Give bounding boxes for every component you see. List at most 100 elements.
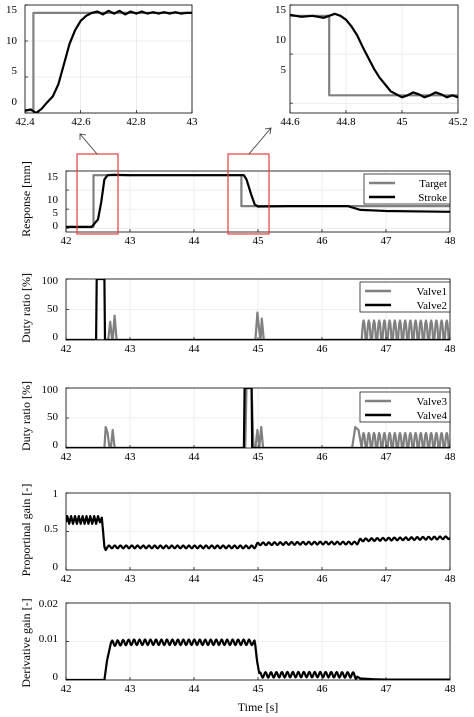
duty34-tick-x-0: 42 bbox=[61, 451, 72, 463]
zoom-arrow-1-head bbox=[79, 133, 87, 140]
response-tick-x-2: 44 bbox=[189, 235, 201, 247]
duty12-legend bbox=[359, 281, 451, 313]
response-tick-x-0: 42 bbox=[61, 235, 72, 247]
kp-tick-x-3: 45 bbox=[253, 573, 265, 585]
zoom2-tick-y-0: 5 bbox=[281, 64, 287, 76]
zoom1-plot-area bbox=[25, 5, 192, 113]
kp-ylabel: Proportinal gain [-] bbox=[19, 484, 33, 577]
kp-tick-x-1: 43 bbox=[125, 573, 137, 585]
duty34-tick-x-2: 44 bbox=[189, 451, 201, 463]
kp-plot bbox=[65, 492, 451, 571]
kp-tick-x-5: 47 bbox=[381, 573, 393, 585]
duty12-series-valve1 bbox=[66, 311, 450, 340]
duty12-tick-y-2: 100 bbox=[42, 275, 59, 287]
kd-panel: Derivative gain [-] 42 43 44 45 46 47 48… bbox=[19, 598, 456, 714]
zoom2-tick-x-0: 44.6 bbox=[280, 116, 300, 128]
response-tick-x-6: 48 bbox=[445, 235, 457, 247]
zoom2-plot bbox=[289, 4, 459, 114]
kd-tick-y-2: 0.02 bbox=[39, 598, 58, 610]
duty12-legend-valve1: Valve1 bbox=[416, 286, 447, 298]
response-tick-y-2: 10 bbox=[47, 194, 59, 206]
response-legend-stroke: Stroke bbox=[418, 192, 447, 204]
kd-tick-x-2: 44 bbox=[189, 683, 201, 695]
duty12-tick-y-1: 50 bbox=[47, 303, 59, 315]
duty34-tick-y-2: 100 bbox=[42, 384, 59, 396]
kd-ylabel: Derivative gain [-] bbox=[19, 598, 33, 687]
zoom1-tick-y-0: 0 bbox=[12, 96, 18, 108]
response-tick-x-3: 45 bbox=[253, 235, 265, 247]
zoom1-tick-y-1: 5 bbox=[12, 65, 18, 77]
zoom1-tick-x-2: 42.8 bbox=[126, 116, 146, 128]
kp-tick-x-6: 48 bbox=[445, 573, 457, 585]
duty34-tick-x-5: 47 bbox=[381, 451, 393, 463]
zoom-panel-2: 44.6 44.8 45 45.2 5 10 15 bbox=[275, 4, 468, 128]
zoom1-tick-x-3: 43 bbox=[187, 116, 199, 128]
response-series-stroke bbox=[66, 173, 450, 229]
zoom-box-2 bbox=[227, 153, 270, 235]
duty34-tick-x-1: 43 bbox=[125, 451, 137, 463]
duty34-series-valve3 bbox=[66, 388, 450, 448]
kd-tick-y-0: 0 bbox=[53, 671, 59, 683]
duty34-tick-y-0: 0 bbox=[53, 439, 59, 451]
kp-tick-y-0: 0 bbox=[53, 561, 59, 573]
duty34-ylabel: Duty ratio [%] bbox=[19, 381, 33, 451]
zoom-arrow-1 bbox=[79, 133, 98, 155]
duty34-tick-y-1: 50 bbox=[47, 411, 59, 423]
duty12-tick-x-6: 48 bbox=[445, 343, 457, 355]
kp-tick-x-0: 42 bbox=[61, 573, 72, 585]
response-legend bbox=[363, 173, 451, 205]
zoom1-series-1 bbox=[25, 9, 192, 113]
kd-tick-x-4: 46 bbox=[317, 683, 329, 695]
duty34-legend-valve3: Valve3 bbox=[416, 396, 447, 408]
response-ylabel: Response [mm] bbox=[19, 161, 33, 237]
response-tick-x-4: 46 bbox=[317, 235, 329, 247]
duty12-tick-x-5: 47 bbox=[381, 343, 393, 355]
zoom2-tick-x-1: 44.8 bbox=[336, 116, 356, 128]
response-legend-target: Target bbox=[419, 178, 447, 190]
zoom1-tick-x-1: 42.6 bbox=[71, 116, 91, 128]
zoom-arrow-2 bbox=[248, 127, 272, 155]
duty12-tick-x-2: 44 bbox=[189, 343, 201, 355]
zoom2-tick-x-3: 45.2 bbox=[448, 116, 467, 128]
zoom-panel-1: 42.4 42.6 42.8 43 0 5 10 15 bbox=[6, 4, 198, 128]
zoom-arrow-2-head bbox=[264, 127, 272, 135]
zoom-indicators bbox=[76, 127, 272, 235]
zoom2-axes-frame bbox=[289, 4, 459, 114]
kp-series-0 bbox=[66, 515, 450, 552]
zoom2-tick-y-2: 15 bbox=[275, 4, 287, 16]
zoom1-plot bbox=[24, 4, 193, 114]
duty12-tick-x-1: 43 bbox=[125, 343, 137, 355]
response-tick-y-3: 15 bbox=[47, 171, 59, 183]
zoom1-axes-frame bbox=[24, 4, 193, 114]
duty12-tick-x-0: 42 bbox=[61, 343, 72, 355]
kd-tick-x-3: 45 bbox=[253, 683, 265, 695]
duty12-panel: Duty ratio [%] 42 43 44 45 46 47 48 0 50… bbox=[19, 273, 456, 355]
zoom1-tick-y-2: 10 bbox=[6, 35, 18, 47]
kp-tick-x-2: 44 bbox=[189, 573, 201, 585]
zoom1-tick-x-0: 42.4 bbox=[15, 116, 35, 128]
duty34-tick-x-3: 45 bbox=[253, 451, 265, 463]
duty34-legend bbox=[359, 391, 451, 423]
kd-tick-x-5: 47 bbox=[381, 683, 393, 695]
duty34-tick-x-6: 48 bbox=[445, 451, 457, 463]
zoom1-tick-y-3: 15 bbox=[6, 4, 18, 16]
zoom2-tick-y-1: 10 bbox=[275, 34, 287, 46]
duty12-ylabel: Duty ratio [%] bbox=[19, 273, 33, 343]
kp-tick-y-2: 1 bbox=[53, 488, 59, 500]
response-tick-x-1: 43 bbox=[125, 235, 137, 247]
kd-tick-x-0: 42 bbox=[61, 683, 72, 695]
duty12-tick-y-0: 0 bbox=[53, 331, 59, 343]
duty34-panel: Duty ratio [%] 42 43 44 45 46 47 48 0 50… bbox=[19, 381, 456, 463]
kd-series-0 bbox=[66, 638, 450, 680]
kd-tick-x-6: 48 bbox=[445, 683, 457, 695]
duty12-legend-valve2: Valve2 bbox=[416, 300, 447, 312]
zoom2-tick-x-2: 45 bbox=[397, 116, 409, 128]
kp-tick-x-4: 46 bbox=[317, 573, 329, 585]
zoom2-series-1 bbox=[290, 12, 458, 99]
response-tick-x-5: 47 bbox=[381, 235, 393, 247]
response-tick-y-1: 5 bbox=[53, 207, 59, 219]
response-panel: Response [mm] 42 43 44 45 46 47 48 0 5 1… bbox=[19, 161, 456, 247]
duty12-tick-x-4: 46 bbox=[317, 343, 329, 355]
kp-tick-y-1: 0.5 bbox=[44, 523, 58, 535]
